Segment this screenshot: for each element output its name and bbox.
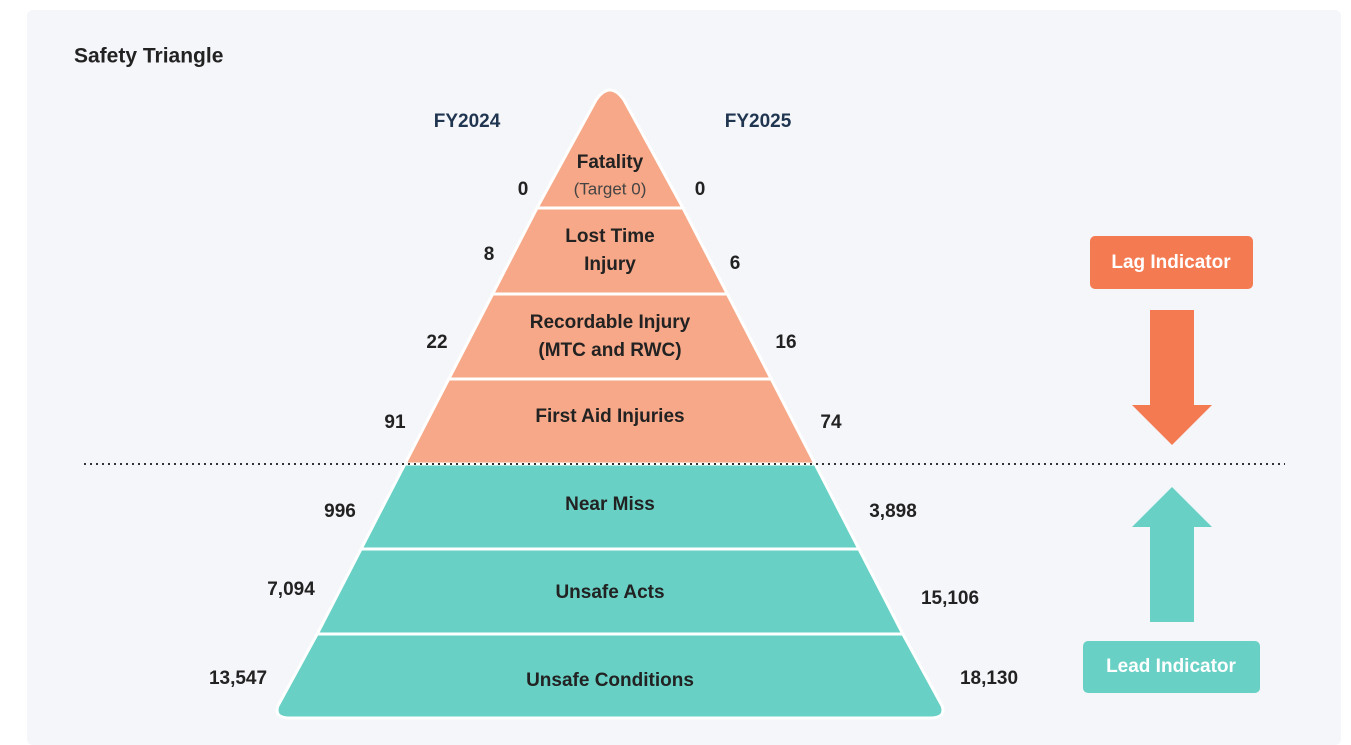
column-header: FY2025 [725, 111, 792, 132]
down-arrow [1132, 310, 1212, 445]
fy2025-value: 0 [695, 179, 706, 200]
column-header: FY2024 [434, 111, 501, 132]
band-label: Fatality [577, 152, 644, 173]
fy2024-value: 13,547 [209, 668, 267, 689]
fy2024-value: 91 [384, 412, 406, 433]
triangle-band [275, 632, 945, 720]
band-note: (Target 0) [574, 179, 647, 198]
band-label: (MTC and RWC) [538, 340, 681, 361]
band-label: First Aid Injuries [535, 406, 684, 427]
fy2024-value: 22 [426, 332, 447, 353]
fy2025-value: 74 [820, 412, 842, 433]
up-arrow [1132, 487, 1212, 622]
lag-indicator-label: Lag Indicator [1111, 252, 1231, 273]
band-label: Injury [584, 254, 636, 275]
fy2024-value: 7,094 [267, 579, 315, 600]
lag-indicator-badge [1090, 236, 1253, 289]
triangle-band [446, 292, 774, 381]
fy2024-value: 0 [518, 179, 529, 200]
band-label: Unsafe Conditions [526, 670, 694, 691]
fy2024-value: 996 [324, 501, 356, 522]
band-label: Unsafe Acts [555, 582, 664, 603]
fy2025-value: 3,898 [869, 501, 917, 522]
fy2025-value: 16 [775, 332, 796, 353]
panel-title: Safety Triangle [74, 45, 223, 68]
band-label: Lost Time [565, 226, 654, 247]
triangle-band [534, 88, 686, 210]
band-label: Recordable Injury [530, 312, 691, 333]
lead-indicator-label: Lead Indicator [1106, 656, 1236, 677]
band-label: Near Miss [565, 494, 655, 515]
fy2025-value: 18,130 [960, 668, 1018, 689]
fy2025-value: 15,106 [921, 588, 979, 609]
fy2025-value: 6 [730, 253, 741, 274]
fy2024-value: 8 [484, 244, 495, 265]
lead-indicator-badge [1083, 641, 1260, 693]
triangle: Fatality (Target 0) Lost Time Injury Recorda… [275, 88, 945, 720]
